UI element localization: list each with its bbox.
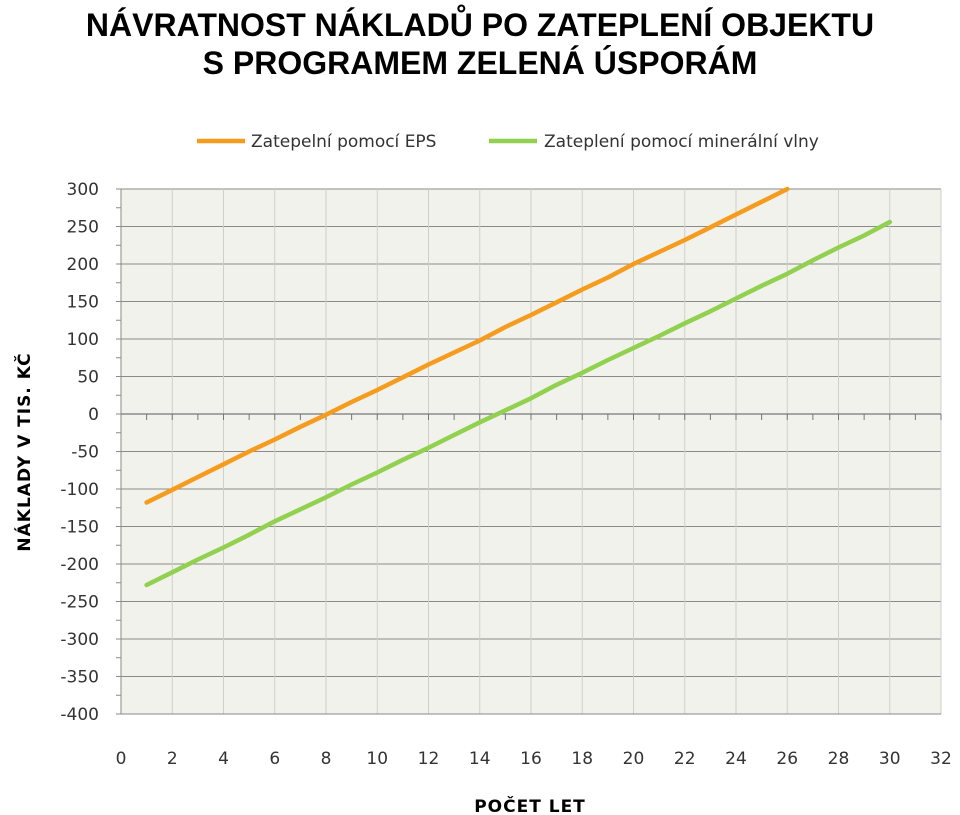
y-axis-title: NÁKLADY V TIS. KČ <box>13 352 35 551</box>
y-tick-label: 0 <box>88 405 99 425</box>
series-line-1 <box>144 186 790 505</box>
x-tick-label: 2 <box>167 749 178 769</box>
y-tick-label: 50 <box>77 368 99 388</box>
y-tick-label: 300 <box>67 180 99 200</box>
x-tick-label: 16 <box>520 749 542 769</box>
legend: Zatepelní pomocí EPS Zateplení pomocí min… <box>197 132 819 152</box>
x-tick-label: 8 <box>321 749 332 769</box>
x-tick-label: 20 <box>623 749 645 769</box>
x-tick-label: 18 <box>571 749 593 769</box>
y-tick-labels: 300 250 200 150 100 50 0 -50 -100 -150 -200 -250 -30… <box>60 180 99 725</box>
x-tick-label: 22 <box>674 749 696 769</box>
y-tick-label: -50 <box>71 443 99 463</box>
series-lines <box>144 186 893 588</box>
x-tick-label: 32 <box>930 749 952 769</box>
x-tick-label: 14 <box>469 749 491 769</box>
y-tick-label: -250 <box>60 593 99 613</box>
legend-label: Zatepelní pomocí EPS <box>251 132 436 152</box>
x-tick-label: 24 <box>725 749 747 769</box>
y-tick-label: -300 <box>60 630 99 650</box>
chart-title-line-2: S PROGRAMEM ZELENÁ ÚSPORÁM <box>202 45 758 81</box>
x-tick-label: 10 <box>366 749 388 769</box>
y-tick-label: 200 <box>67 255 99 275</box>
x-tick-label: 6 <box>269 749 280 769</box>
y-tick-label: -400 <box>60 705 99 725</box>
x-tick-label: 28 <box>828 749 850 769</box>
chart-title-line-1: NÁVRATNOST NÁKLADŮ PO ZATEPLENÍ OBJEKTU <box>85 7 875 43</box>
series-line-2 <box>144 219 893 588</box>
x-tick-labels: 0 2 4 6 8 10 12 14 16 18 20 22 24 26 28 30 32 <box>116 749 952 769</box>
y-tick-label: -350 <box>60 668 99 688</box>
x-tick-label: 26 <box>776 749 798 769</box>
y-tick-label: 150 <box>67 293 99 313</box>
x-axis-title: POČET LET <box>474 795 586 815</box>
y-tick-label: -200 <box>60 555 99 575</box>
legend-label: Zateplení pomocí minerální vlny <box>544 132 819 152</box>
x-tick-label: 30 <box>879 749 901 769</box>
y-tick-label: -100 <box>60 480 99 500</box>
x-tick-label: 4 <box>218 749 229 769</box>
y-tick-label: 250 <box>67 218 99 238</box>
x-tick-label: 0 <box>116 749 127 769</box>
x-tick-label: 12 <box>418 749 440 769</box>
y-tick-label: 100 <box>67 330 99 350</box>
y-tick-label: -150 <box>60 518 99 538</box>
axes <box>116 188 942 715</box>
